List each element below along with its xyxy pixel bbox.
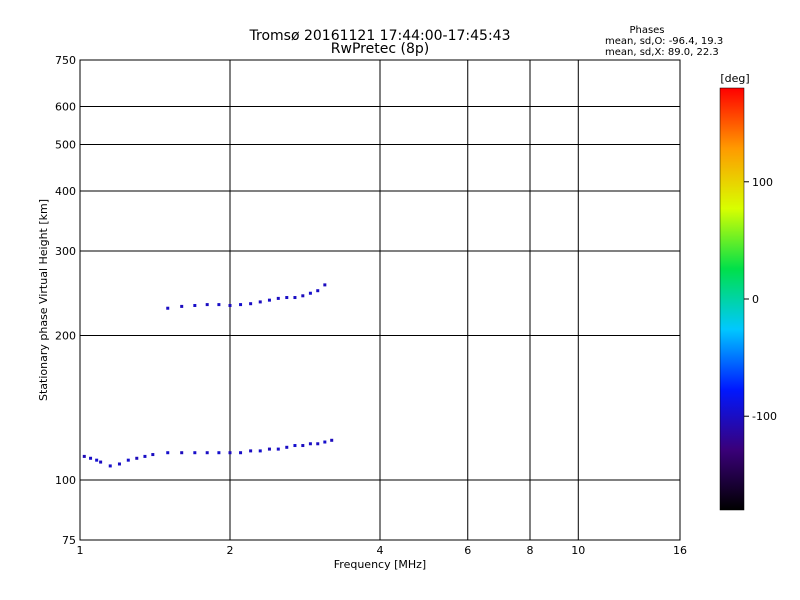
x-tick-label: 1 [77, 544, 84, 557]
data-point [239, 451, 243, 455]
data-point [308, 442, 312, 446]
x-axis-label: Frequency [MHz] [334, 558, 426, 571]
x-tick-label: 10 [571, 544, 585, 557]
data-point [323, 283, 327, 287]
data-point [239, 303, 243, 307]
data-point [143, 454, 147, 458]
plot-frame [79, 59, 681, 541]
data-point [316, 289, 320, 293]
y-tick-label: 500 [55, 139, 76, 152]
x-tick-label: 2 [227, 544, 234, 557]
data-point [293, 296, 297, 300]
colorbar [719, 87, 745, 511]
data-point [228, 451, 232, 455]
colorbar-ticks: 100 0 -100 [744, 176, 777, 423]
data-point [293, 444, 297, 448]
y-axis-label: Stationary phase Virtual Height [km] [37, 199, 50, 401]
phases-line-o: mean, sd,O: -96.4, 19.3 [605, 36, 723, 47]
y-tick-label: 100 [55, 474, 76, 487]
data-point [316, 442, 320, 446]
data-point [151, 453, 155, 457]
data-point [267, 298, 271, 302]
data-point [249, 302, 253, 306]
data-point [267, 447, 271, 451]
data-point [228, 303, 232, 307]
data-point [99, 460, 103, 464]
data-point [126, 458, 130, 462]
y-tick-label: 600 [55, 101, 76, 114]
colorbar-tick-label: 0 [752, 293, 759, 306]
data-point [285, 296, 289, 300]
data-point [285, 445, 289, 449]
chart-title-line2: RwPretec (8p) [331, 41, 429, 57]
y-tick-labels: 75 100 200 300 400 500 600 750 [55, 54, 76, 547]
x-tick-label: 4 [377, 544, 384, 557]
data-point [180, 304, 184, 308]
data-point [249, 449, 253, 453]
data-point [301, 294, 305, 298]
data-point [308, 291, 312, 295]
data-point [258, 449, 262, 453]
y-tick-label: 75 [62, 534, 76, 547]
y-tick-label: 300 [55, 245, 76, 258]
data-point [180, 451, 184, 455]
y-tick-label: 750 [55, 54, 76, 67]
data-point [217, 303, 221, 307]
data-point [258, 300, 262, 304]
data-point [193, 303, 197, 307]
data-point [205, 303, 209, 307]
data-point [82, 454, 86, 458]
data-point [166, 306, 170, 310]
colorbar-tick-label: 100 [752, 176, 773, 189]
data-point [95, 458, 99, 462]
data-point [276, 296, 280, 300]
y-tick-label: 200 [55, 330, 76, 343]
data-point [205, 451, 209, 455]
x-tick-label: 8 [527, 544, 534, 557]
data-point [89, 456, 93, 460]
phases-line-x: mean, sd,X: 89.0, 22.3 [605, 47, 719, 58]
data-point [276, 447, 280, 451]
colorbar-tick-label: -100 [752, 410, 777, 423]
data-points [82, 283, 334, 468]
data-point [301, 444, 305, 448]
phases-title: Phases [629, 25, 664, 36]
grid-lines [80, 60, 680, 540]
data-point [166, 451, 170, 455]
data-point [217, 451, 221, 455]
data-point [135, 456, 139, 460]
x-tick-label: 16 [673, 544, 687, 557]
chart-title-line1: Tromsø 20161121 17:44:00-17:45:43 [249, 28, 511, 44]
data-point [193, 451, 197, 455]
data-point [330, 438, 334, 442]
x-tick-labels: 1 2 4 6 8 10 16 [77, 544, 688, 557]
data-point [323, 440, 327, 444]
data-point [117, 462, 121, 466]
y-tick-label: 400 [55, 185, 76, 198]
data-point [108, 464, 112, 468]
x-tick-label: 6 [464, 544, 471, 557]
colorbar-label: [deg] [720, 72, 749, 85]
